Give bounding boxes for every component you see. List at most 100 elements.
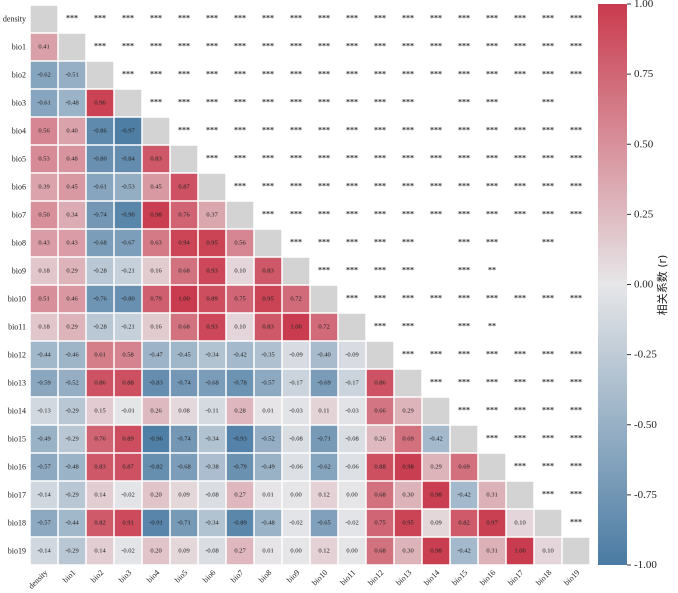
significance-label: *** [542, 182, 554, 191]
significance-label: *** [402, 126, 414, 135]
significance-label: *** [234, 98, 246, 107]
heatmap-cell [58, 257, 86, 285]
heatmap-cell [310, 425, 338, 453]
cell-value-label: -0.68 [205, 380, 219, 387]
significance-label: *** [458, 294, 470, 303]
cell-value-label: 0.00 [346, 492, 357, 499]
colorbar-tick-label: -0.50 [634, 419, 657, 431]
heatmap-cell [338, 453, 366, 481]
significance-label: *** [542, 434, 554, 443]
heatmap-cell [58, 89, 86, 117]
heatmap-cell [86, 117, 114, 145]
significance-label: *** [430, 126, 442, 135]
heatmap-cell [366, 369, 394, 397]
significance-label: *** [514, 462, 526, 471]
heatmap-cell [58, 61, 86, 89]
column-label: bio1 [61, 568, 77, 584]
cell-value-label: 0.88 [122, 380, 133, 387]
cell-value-label: 0.26 [150, 408, 162, 415]
significance-label: *** [570, 210, 582, 219]
cell-value-label: 0.83 [150, 156, 161, 163]
heatmap-cell [310, 481, 338, 509]
cell-value-label: 0.76 [178, 212, 190, 219]
heatmap-cell [86, 453, 114, 481]
cell-value-label: 0.87 [122, 464, 134, 471]
heatmap-cell [338, 397, 366, 425]
colorbar-tick-label: -1.00 [634, 559, 657, 571]
cell-value-label: -0.09 [345, 352, 359, 359]
heatmap-cell [226, 341, 254, 369]
heatmap-cell [30, 341, 58, 369]
significance-label: *** [290, 182, 302, 191]
cell-value-label: -0.46 [65, 352, 79, 359]
heatmap-cell [226, 425, 254, 453]
heatmap-cell [226, 313, 254, 341]
heatmap-cell [170, 509, 198, 537]
cell-value-label: -0.42 [457, 492, 471, 499]
cell-value-label: 0.87 [178, 184, 190, 191]
heatmap-cell [30, 257, 58, 285]
cell-value-label: 0.98 [430, 548, 441, 555]
significance-label: *** [458, 182, 470, 191]
cell-value-label: 0.34 [66, 212, 78, 219]
cell-value-label: -0.80 [93, 156, 107, 163]
diagonal-cell [142, 117, 170, 145]
significance-label: *** [570, 518, 582, 527]
significance-label: *** [122, 70, 134, 79]
cell-value-label: 0.10 [234, 268, 245, 275]
significance-label: *** [430, 154, 442, 163]
significance-label: *** [374, 98, 386, 107]
row-label: bio11 [8, 323, 26, 332]
significance-label: *** [458, 350, 470, 359]
significance-label: *** [262, 98, 274, 107]
significance-label: *** [346, 154, 358, 163]
diagonal-cell [422, 397, 450, 425]
cell-value-label: 0.86 [374, 380, 386, 387]
cell-value-label: -0.52 [65, 380, 79, 387]
significance-label: *** [374, 126, 386, 135]
significance-label: *** [234, 70, 246, 79]
heatmap-cell [142, 201, 170, 229]
significance-label: *** [346, 210, 358, 219]
heatmap-cell [114, 369, 142, 397]
heatmap-cell [506, 537, 534, 565]
diagonal-cell [226, 201, 254, 229]
diagonal-cell [562, 537, 590, 565]
significance-label: *** [234, 126, 246, 135]
column-label: bio6 [201, 568, 217, 584]
cell-value-label: -0.28 [93, 268, 107, 275]
column-label: bio7 [229, 568, 245, 584]
column-label: bio8 [257, 568, 273, 584]
cell-value-label: -0.61 [37, 100, 51, 107]
significance-label: *** [514, 70, 526, 79]
heatmap-cell [114, 229, 142, 257]
row-label: bio14 [8, 407, 26, 416]
diagonal-cell [86, 61, 114, 89]
heatmap-cell [198, 201, 226, 229]
heatmap-cell [142, 509, 170, 537]
heatmap-cell [310, 453, 338, 481]
heatmap-cell [394, 397, 422, 425]
significance-label: *** [290, 14, 302, 23]
heatmap-cell [114, 313, 142, 341]
heatmap-cell [114, 201, 142, 229]
heatmap-cell [58, 453, 86, 481]
significance-label: *** [318, 154, 330, 163]
diagonal-cell [30, 5, 58, 33]
heatmap-cell [254, 397, 282, 425]
significance-label: *** [458, 322, 470, 331]
heatmap-cell [114, 257, 142, 285]
heatmap-cell [170, 313, 198, 341]
heatmap-cell [366, 481, 394, 509]
cell-value-label: -0.01 [121, 408, 135, 415]
significance-label: *** [234, 42, 246, 51]
heatmap-cell [58, 537, 86, 565]
cell-value-label: 0.82 [94, 520, 105, 527]
significance-label: *** [486, 126, 498, 135]
cell-value-label: -0.09 [289, 352, 303, 359]
heatmap-cell [114, 285, 142, 313]
significance-label: *** [542, 98, 554, 107]
significance-label: *** [514, 14, 526, 23]
row-label: bio15 [8, 435, 26, 444]
heatmap-cell [30, 61, 58, 89]
